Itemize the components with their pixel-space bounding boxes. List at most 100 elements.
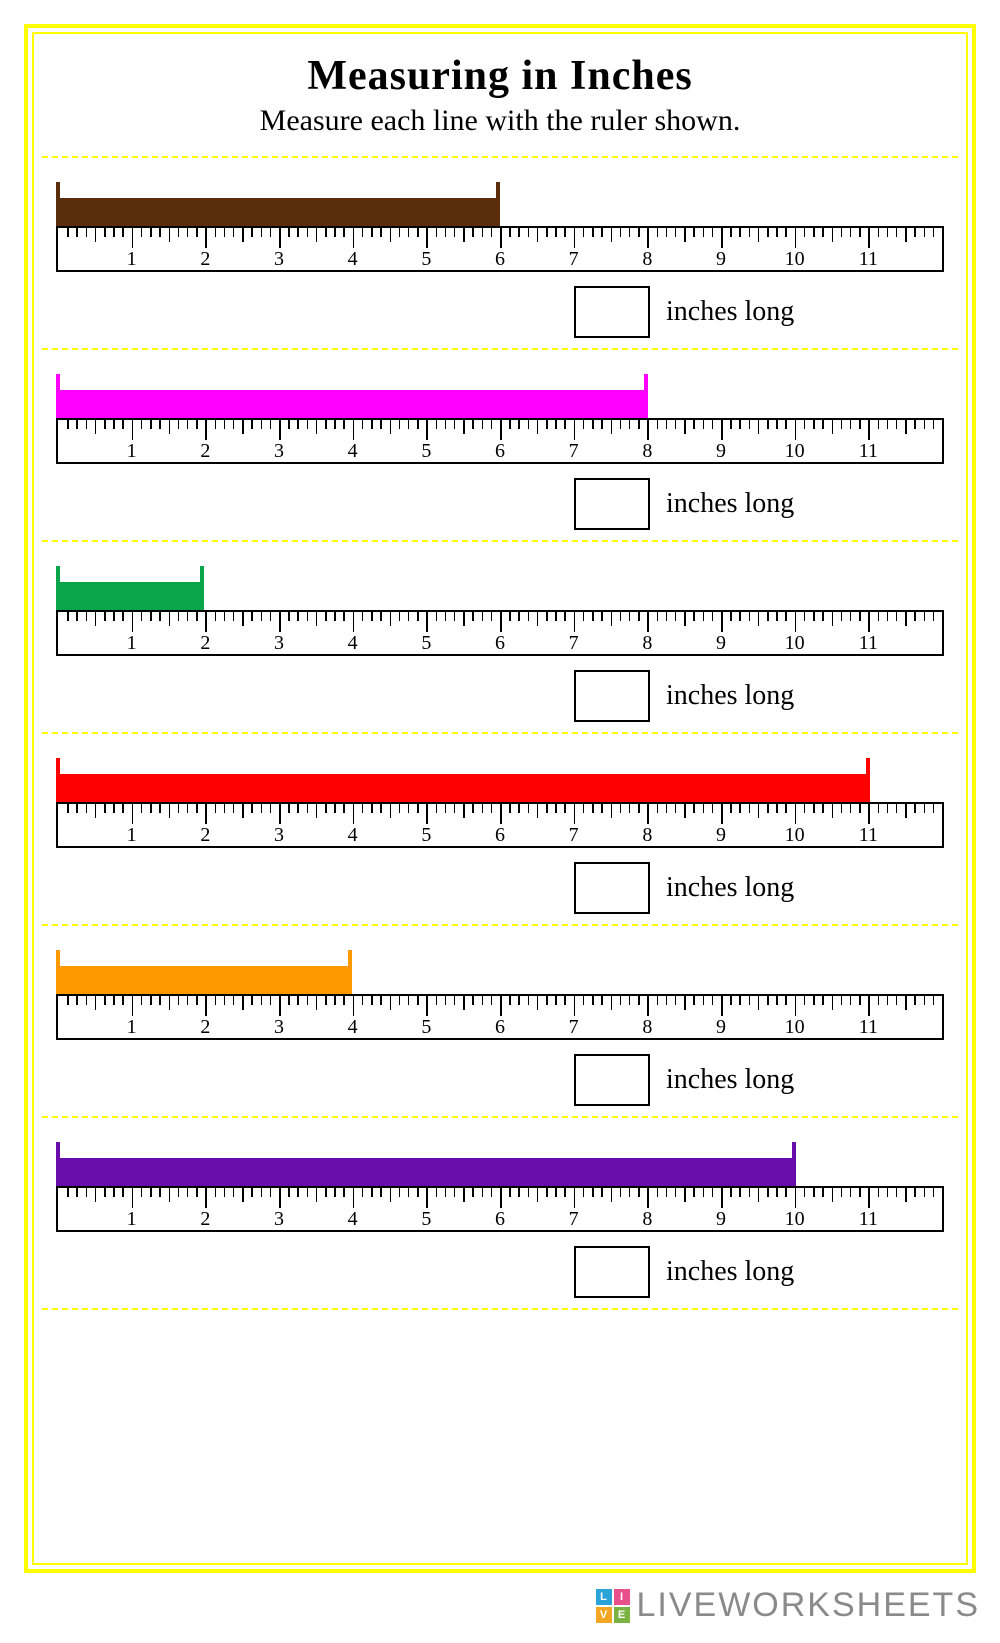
ruler-tick: [380, 996, 382, 1005]
ruler-tick: [868, 228, 870, 248]
bar-cap-left: [56, 758, 60, 804]
ruler-tick: [574, 612, 576, 632]
ruler-tick: [353, 996, 355, 1016]
ruler-tick: [390, 804, 392, 818]
answer-input[interactable]: [574, 1054, 650, 1106]
ruler-tick: [334, 996, 336, 1005]
answer-row: inches long: [574, 478, 958, 530]
ruler-tick: [122, 420, 124, 429]
problem-stage: 1234567891011: [56, 566, 944, 656]
answer-input[interactable]: [574, 1246, 650, 1298]
ruler-number: 10: [785, 824, 805, 847]
ruler-tick: [122, 612, 124, 621]
ruler-tick: [804, 996, 806, 1005]
ruler-tick: [647, 612, 649, 632]
ruler-tick: [795, 420, 797, 440]
ruler-tick: [601, 228, 603, 237]
answer-input[interactable]: [574, 286, 650, 338]
bar-cap-right: [200, 566, 204, 612]
ruler-tick: [914, 420, 916, 429]
ruler-tick: [159, 420, 161, 429]
ruler-tick: [528, 804, 530, 813]
ruler-tick: [693, 420, 695, 429]
ruler-tick: [445, 228, 447, 237]
ruler-tick: [887, 228, 889, 237]
ruler-tick: [297, 420, 299, 429]
ruler-tick: [887, 804, 889, 813]
ruler-tick: [739, 420, 741, 429]
ruler-tick: [730, 996, 732, 1005]
ruler-tick: [638, 420, 640, 429]
ruler-tick: [196, 1188, 198, 1197]
ruler-tick: [251, 1188, 253, 1197]
ruler-number: 5: [421, 1208, 431, 1231]
ruler-tick: [749, 804, 751, 813]
ruler-tick: [924, 228, 926, 237]
ruler-tick: [122, 804, 124, 813]
answer-input[interactable]: [574, 478, 650, 530]
ruler-tick: [482, 1188, 484, 1197]
problem: 1234567891011inches long: [42, 540, 958, 732]
ruler-tick: [482, 612, 484, 621]
ruler-tick: [307, 1188, 309, 1197]
ruler-tick: [408, 1188, 410, 1197]
ruler-tick: [390, 228, 392, 242]
ruler-tick: [178, 1188, 180, 1197]
answer-row: inches long: [574, 1246, 958, 1298]
ruler-tick: [841, 1188, 843, 1197]
ruler-tick: [196, 420, 198, 429]
ruler-tick: [251, 228, 253, 237]
ruler-tick: [868, 996, 870, 1016]
ruler-tick: [675, 612, 677, 621]
ruler-tick: [307, 804, 309, 813]
ruler-tick: [150, 228, 152, 237]
ruler-tick: [463, 996, 465, 1010]
ruler-tick: [509, 420, 511, 429]
ruler-tick: [758, 996, 760, 1010]
watermark-logo-cell: I: [614, 1589, 630, 1605]
ruler-tick: [601, 996, 603, 1005]
ruler-tick: [122, 996, 124, 1005]
ruler-tick: [334, 612, 336, 621]
ruler-tick: [749, 228, 751, 237]
ruler-tick: [242, 612, 244, 626]
ruler-tick: [113, 996, 115, 1005]
ruler-number: 7: [569, 440, 579, 463]
ruler-tick: [528, 228, 530, 237]
ruler-tick: [242, 228, 244, 242]
ruler-tick: [325, 420, 327, 429]
ruler-tick: [657, 1188, 659, 1197]
ruler-tick: [887, 996, 889, 1005]
answer-input[interactable]: [574, 862, 650, 914]
answer-input[interactable]: [574, 670, 650, 722]
ruler-tick: [67, 612, 69, 621]
ruler-tick: [224, 996, 226, 1005]
ruler-number: 2: [200, 248, 210, 271]
ruler-tick: [785, 228, 787, 237]
ruler-tick: [528, 420, 530, 429]
ruler-tick: [629, 228, 631, 237]
ruler-tick: [721, 1188, 723, 1208]
ruler-tick: [390, 996, 392, 1010]
ruler-tick: [620, 420, 622, 429]
ruler-tick: [703, 420, 705, 429]
watermark-logo-cell: E: [614, 1607, 630, 1623]
ruler-tick: [776, 1188, 778, 1197]
ruler-tick: [868, 612, 870, 632]
ruler-tick: [905, 420, 907, 434]
ruler-tick: [629, 804, 631, 813]
ruler-tick: [390, 612, 392, 626]
ruler-tick: [785, 804, 787, 813]
ruler: 1234567891011: [56, 802, 944, 848]
answer-row: inches long: [574, 286, 958, 338]
ruler-tick: [528, 612, 530, 621]
watermark-logo-cell: L: [596, 1589, 612, 1605]
ruler-tick: [205, 420, 207, 440]
ruler-tick: [878, 804, 880, 813]
ruler-tick: [325, 996, 327, 1005]
ruler-tick: [914, 804, 916, 813]
ruler-number: 11: [859, 824, 878, 847]
ruler-tick: [518, 228, 520, 237]
ruler-tick: [316, 420, 318, 434]
ruler-tick: [426, 996, 428, 1016]
